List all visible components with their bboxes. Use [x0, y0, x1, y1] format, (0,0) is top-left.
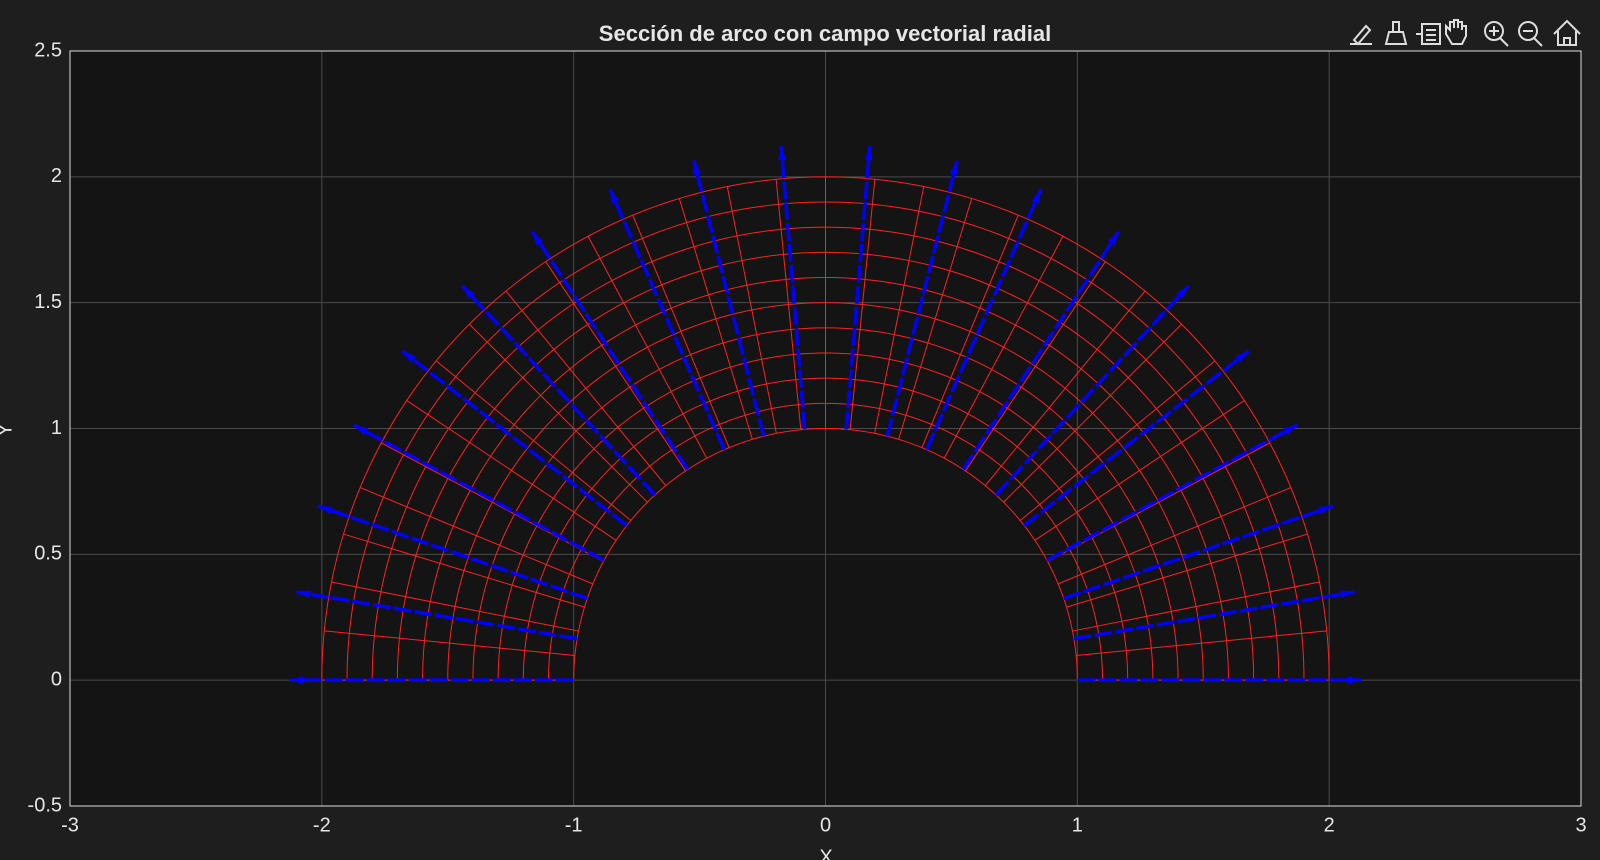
x-tick-label: -1: [565, 814, 583, 836]
vector-head: [1347, 676, 1362, 685]
vector-shaft: [844, 145, 872, 430]
mesh-radial-line: [921, 214, 1019, 448]
x-tick-label: 3: [1575, 814, 1586, 836]
mesh-radial-line: [469, 323, 648, 503]
mesh-radial-line: [1003, 323, 1182, 503]
vector-head: [1107, 231, 1119, 246]
tool-zoom-out[interactable]: [1518, 21, 1543, 47]
vector-shaft: [352, 423, 605, 562]
mesh-radial-line: [1019, 360, 1216, 521]
vector-head: [318, 506, 333, 515]
vector-shaft: [401, 349, 628, 527]
vector-shaft: [1046, 423, 1299, 562]
mesh-radial-line: [505, 290, 667, 486]
mesh-radial-line: [435, 360, 632, 521]
vector-shaft: [1063, 504, 1334, 601]
vector-head: [532, 231, 544, 246]
vector-shaft: [317, 504, 588, 601]
tool-zoom-in[interactable]: [1484, 21, 1509, 47]
vector-head: [1340, 590, 1355, 599]
vector-head: [1176, 285, 1189, 299]
vector-shaft: [994, 284, 1191, 497]
chart-title: Sección de arco con campo vectorial radi…: [599, 21, 1051, 46]
mesh-radial-line: [587, 236, 708, 459]
vector-head: [949, 160, 958, 176]
mesh-radial-line: [381, 442, 604, 562]
y-axis-label: Y: [0, 423, 16, 436]
mesh-radial-line: [1072, 581, 1320, 632]
vector-shaft: [296, 590, 578, 641]
y-tick-label: 0.5: [34, 543, 62, 565]
vector-head: [1235, 350, 1249, 363]
vector-head: [296, 590, 311, 599]
mesh-radial-line: [726, 186, 777, 434]
y-tick-label: 0: [51, 668, 62, 690]
mesh-arc: [321, 176, 1330, 681]
vector-head: [610, 189, 620, 204]
tool-edit[interactable]: [1350, 24, 1372, 46]
mesh-radial-line: [964, 261, 1106, 472]
y-tick-label: 2.5: [34, 39, 62, 61]
mesh-radial-line: [1034, 400, 1245, 541]
mesh-radial-line: [359, 487, 594, 585]
tool-home[interactable]: [1553, 19, 1581, 46]
vector-shaft: [961, 230, 1121, 471]
vector-shaft: [530, 230, 690, 471]
x-axis-label: X: [819, 846, 832, 860]
vector-shaft: [608, 188, 726, 451]
mesh-radial-line: [632, 214, 730, 448]
vector-head: [1318, 506, 1333, 515]
vector-head: [462, 285, 475, 299]
vector-head: [353, 425, 368, 436]
x-tick-label: -3: [61, 814, 79, 836]
vector-head: [1031, 189, 1041, 204]
mesh-radial-line: [1066, 533, 1308, 608]
mesh-radial-line: [898, 198, 973, 440]
vector-shaft: [925, 188, 1043, 451]
vector-head: [778, 145, 787, 161]
mesh-radial-line: [1047, 442, 1270, 562]
mesh-radial-line: [331, 581, 579, 632]
x-tick-label: -2: [313, 814, 331, 836]
x-tick-label: 2: [1324, 814, 1335, 836]
toolbar: [1350, 19, 1581, 47]
x-tick-label: 1: [1072, 814, 1083, 836]
y-tick-label: 1.5: [34, 291, 62, 313]
tool-legend[interactable]: [1416, 23, 1441, 45]
vector-head: [289, 676, 304, 685]
y-tick-label: -0.5: [28, 794, 62, 816]
mesh-radial-line: [775, 179, 802, 430]
vector-shaft: [692, 160, 766, 437]
mesh-radial-line: [343, 533, 585, 608]
mesh-radial-line: [943, 236, 1064, 459]
mesh-radial-line: [324, 630, 575, 656]
y-tick-label: 1: [51, 417, 62, 439]
tool-pan[interactable]: [1445, 19, 1467, 45]
mesh-radial-line: [545, 261, 687, 472]
mesh-radial-line: [984, 290, 1146, 486]
vector-shaft: [1073, 590, 1355, 641]
vector-shaft: [885, 160, 959, 437]
y-tick-label: 2: [51, 165, 62, 187]
mesh-radial-line: [1057, 487, 1292, 585]
tool-brush[interactable]: [1384, 21, 1408, 45]
vector-shaft: [779, 145, 807, 430]
vector-shaft: [1023, 349, 1250, 527]
vector-head: [402, 350, 416, 363]
mesh-radial-line: [874, 186, 925, 434]
mesh-radial-line: [406, 400, 617, 541]
vector-head: [1283, 425, 1298, 436]
mesh-radial-line: [678, 198, 753, 440]
mesh-radial-line: [849, 179, 876, 430]
vector-head: [693, 160, 702, 176]
x-tick-label: 0: [820, 814, 831, 836]
vector-shaft: [460, 284, 657, 497]
vector-head: [864, 145, 873, 161]
axes-box: [69, 50, 1582, 807]
mesh-radial-line: [1076, 630, 1327, 656]
